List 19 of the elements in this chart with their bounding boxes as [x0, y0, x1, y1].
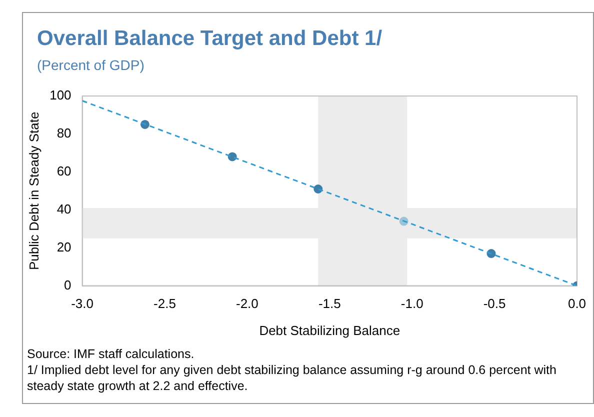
x-tick-label: 0.0 — [568, 296, 586, 312]
x-tick-label: -2.5 — [154, 296, 176, 312]
y-tick-label: 60 — [56, 164, 72, 178]
y-tick-label: 20 — [56, 239, 72, 254]
x-tick-label: -0.5 — [483, 296, 506, 312]
source-note: Source: IMF staff calculations. — [27, 346, 196, 362]
y-tick-label: 100 — [50, 88, 72, 103]
x-axis-title: Debt Stabilizing Balance — [259, 322, 400, 338]
y-tick-label: 80 — [56, 126, 72, 141]
x-tick-label: -1.0 — [400, 296, 424, 312]
text: 1/ Implied debt level for any given debt stabilizing balance assuming r-g around 0.6 percent with steady state growth at 2.2 and effective. — [27, 362, 558, 394]
x-tick-label: -2.0 — [236, 296, 258, 312]
y-axis-title: Public Debt in Steady State — [26, 112, 42, 270]
chart-title: Overall Balance Target and Debt 1/ — [37, 27, 382, 51]
x-tick-label: -3.0 — [71, 296, 94, 312]
y-tick-label: 40 — [56, 201, 72, 216]
y-tick-label: 0 — [64, 277, 72, 292]
x-tick-label: -1.5 — [318, 296, 341, 312]
chart-subtitle: (Percent of GDP) — [37, 57, 144, 73]
